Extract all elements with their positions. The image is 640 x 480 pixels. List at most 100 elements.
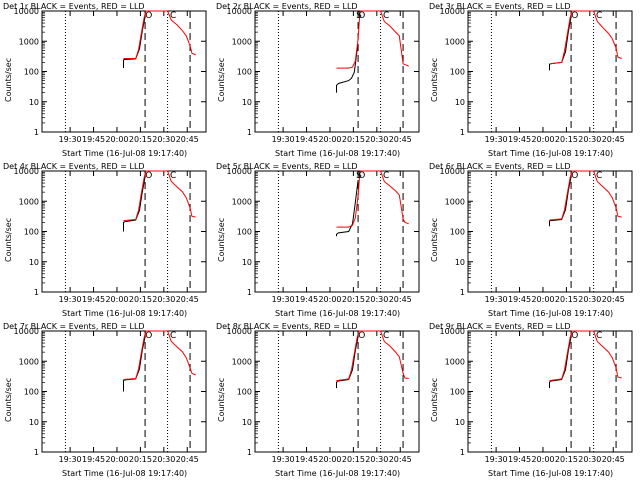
chart-panel: 1 10 100 1000 10000 19:30 19:45 20:00 20:15 20:30… (426, 0, 639, 160)
x-tick-label: 20:15 (555, 295, 578, 304)
annotation-marker: O (571, 171, 578, 181)
x-tick-label: 20:45 (389, 135, 412, 144)
chart-plot: 1 10 100 1000 10000 19:30 19:45 20:00 20:15 20:30… (227, 327, 420, 464)
y-tick-label: 10000 (227, 7, 252, 16)
annotation-marker: O (358, 171, 365, 181)
annotation-marker: S (356, 11, 362, 21)
x-tick-label: 19:45 (508, 455, 531, 464)
y-axis-label: Counts/sec (217, 377, 226, 422)
x-tick-label: 19:45 (508, 135, 531, 144)
y-tick-label: 100 (450, 228, 465, 237)
chart-title: Det 5r BLACK = Events, RED = LLD (216, 162, 358, 171)
x-tick-label: 20:45 (176, 455, 199, 464)
y-axis-label: Counts/sec (4, 57, 13, 102)
plot-frame (254, 170, 420, 293)
chart-panel: 1 10 100 1000 10000 19:30 19:45 20:00 20:15 20:30… (213, 0, 426, 160)
x-tick-label: 19:45 (508, 295, 531, 304)
y-tick-label: 10 (455, 98, 465, 107)
events-series-line (549, 336, 572, 389)
x-tick-label: 19:30 (272, 135, 295, 144)
chart-title: Det 2r BLACK = Events, RED = LLD (216, 2, 358, 11)
y-tick-label: 100 (237, 68, 252, 77)
lld-series-line (336, 330, 409, 382)
y-tick-label: 10000 (227, 327, 252, 336)
lld-series-line (336, 170, 409, 228)
y-tick-label: 100 (24, 68, 39, 77)
x-tick-label: 20:00 (531, 295, 554, 304)
y-tick-label: 10000 (14, 327, 39, 336)
annotation-marker: O (571, 331, 578, 341)
y-tick-label: 1000 (19, 37, 39, 46)
plot-frame (467, 170, 633, 293)
x-tick-label: 19:30 (272, 455, 295, 464)
events-series-line (549, 176, 572, 227)
x-tick-label: 20:00 (531, 135, 554, 144)
x-tick-label: 20:00 (318, 295, 341, 304)
y-tick-label: 1000 (232, 357, 252, 366)
y-tick-label: 1000 (445, 357, 465, 366)
x-tick-label: 19:30 (485, 455, 508, 464)
annotation-marker: C (383, 331, 389, 341)
plot-frame (254, 10, 420, 133)
lld-series-line (123, 170, 196, 222)
x-axis-label: Start Time (16-Jul-08 19:17:40) (488, 149, 614, 158)
y-axis-label: Counts/sec (430, 377, 439, 422)
y-tick-label: 10 (455, 418, 465, 427)
y-tick-label: 100 (237, 228, 252, 237)
y-tick-label: 10 (29, 258, 39, 267)
events-series-line (123, 336, 146, 392)
y-tick-label: 10 (29, 418, 39, 427)
y-tick-label: 1 (247, 448, 252, 457)
annotation-marker: C (596, 171, 602, 181)
y-tick-label: 1000 (232, 197, 252, 206)
x-tick-label: 19:45 (295, 135, 318, 144)
chart-plot: 1 10 100 1000 10000 19:30 19:45 20:00 20:15 20:30… (14, 7, 207, 144)
chart-title: Det 9r BLACK = Events, RED = LLD (429, 322, 571, 331)
x-tick-label: 20:15 (129, 295, 152, 304)
events-series-line (336, 180, 359, 237)
y-tick-label: 10 (455, 258, 465, 267)
y-axis-label: Counts/sec (4, 217, 13, 262)
x-tick-label: 19:45 (295, 455, 318, 464)
chart-title: Det 4r BLACK = Events, RED = LLD (3, 162, 145, 171)
y-tick-label: 100 (24, 228, 39, 237)
x-tick-label: 20:45 (389, 295, 412, 304)
chart-title: Det 6r BLACK = Events, RED = LLD (429, 162, 571, 171)
annotation-marker: C (596, 11, 602, 21)
y-axis-label: Counts/sec (217, 57, 226, 102)
x-tick-label: 20:45 (602, 455, 625, 464)
annotation-marker: O (358, 331, 365, 341)
lld-series-line (123, 10, 196, 59)
annotation-marker: O (145, 171, 152, 181)
x-axis-label: Start Time (16-Jul-08 19:17:40) (62, 149, 188, 158)
chart-panel: 1 10 100 1000 10000 19:30 19:45 20:00 20:15 20:30… (0, 0, 213, 160)
y-tick-label: 10 (242, 258, 252, 267)
y-axis-label: Counts/sec (430, 57, 439, 102)
x-tick-label: 20:15 (555, 455, 578, 464)
x-tick-label: 19:45 (295, 295, 318, 304)
x-tick-label: 20:15 (342, 295, 365, 304)
annotation-marker: C (170, 331, 176, 341)
x-tick-label: 20:30 (578, 455, 601, 464)
chart-plot: 1 10 100 1000 10000 19:30 19:45 20:00 20:15 20:30… (440, 7, 633, 144)
x-tick-label: 20:30 (152, 135, 175, 144)
x-axis-label: Start Time (16-Jul-08 19:17:40) (62, 469, 188, 478)
chart-plot: 1 10 100 1000 10000 19:30 19:45 20:00 20:15 20:30… (14, 167, 207, 304)
x-tick-label: 20:30 (578, 135, 601, 144)
x-tick-label: 20:15 (342, 135, 365, 144)
y-tick-label: 1 (34, 288, 39, 297)
x-tick-label: 20:00 (105, 295, 128, 304)
y-tick-label: 10000 (440, 167, 465, 176)
x-tick-label: 20:15 (129, 455, 152, 464)
y-tick-label: 100 (24, 388, 39, 397)
x-tick-label: 20:30 (152, 455, 175, 464)
y-tick-label: 10000 (14, 167, 39, 176)
x-tick-label: 19:30 (59, 295, 82, 304)
chart-panel: 1 10 100 1000 10000 19:30 19:45 20:00 20:15 20:30… (213, 320, 426, 480)
y-axis-label: Counts/sec (217, 217, 226, 262)
y-tick-label: 1000 (19, 357, 39, 366)
y-tick-label: 1 (247, 288, 252, 297)
y-axis-label: Counts/sec (430, 217, 439, 262)
x-tick-label: 20:15 (342, 455, 365, 464)
y-tick-label: 100 (237, 388, 252, 397)
